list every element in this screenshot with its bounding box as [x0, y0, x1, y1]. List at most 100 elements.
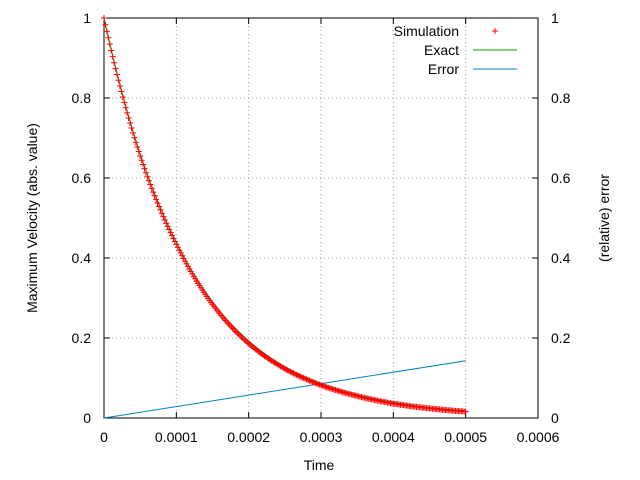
- simulation-point: [294, 372, 301, 379]
- simulation-point: [112, 65, 119, 72]
- simulation-point: [103, 28, 110, 35]
- simulation-point: [176, 247, 183, 254]
- simulation-point: [319, 382, 326, 389]
- simulation-point: [121, 99, 128, 106]
- simulation-point: [228, 323, 235, 330]
- simulation-point: [168, 232, 175, 239]
- simulation-point: [147, 181, 154, 188]
- simulation-point: [105, 34, 112, 41]
- simulation-point: [287, 368, 294, 375]
- simulation-point: [164, 223, 171, 230]
- simulation-point: [142, 169, 149, 176]
- simulation-point: [124, 109, 131, 116]
- y-tick-label: 0.6: [72, 170, 92, 186]
- grid: [104, 18, 538, 418]
- simulation-point: [231, 326, 238, 333]
- simulation-point: [108, 47, 115, 54]
- simulation-point: [296, 373, 303, 380]
- simulation-point: [297, 373, 304, 380]
- simulation-point: [312, 380, 319, 387]
- simulation-point: [309, 378, 316, 385]
- simulation-point: [235, 331, 242, 338]
- simulation-point: [144, 173, 151, 180]
- simulation-point: [184, 263, 191, 270]
- simulation-point: [118, 88, 125, 95]
- simulation-point: [186, 265, 193, 272]
- simulation-point: [174, 244, 181, 251]
- simulation-point: [125, 115, 132, 122]
- y-tick-label: 0.8: [72, 90, 92, 106]
- simulation-point: [157, 206, 164, 213]
- simulation-point: [462, 408, 469, 415]
- simulation-point: [293, 371, 300, 378]
- simulation-point: [313, 380, 320, 387]
- simulation-point: [119, 93, 126, 100]
- simulation-point: [232, 328, 239, 335]
- simulation-point: [111, 59, 118, 66]
- simulation-point: [145, 177, 152, 184]
- x-tick-label: 0.0001: [155, 429, 198, 445]
- simulation-point: [320, 383, 327, 390]
- series: [101, 15, 469, 419]
- simulation-point: [299, 374, 306, 381]
- simulation-point: [154, 199, 161, 206]
- simulation-point: [315, 381, 322, 388]
- x-tick-label: 0.0003: [300, 429, 343, 445]
- simulation-point: [226, 322, 233, 329]
- y2-tick-label: 0.2: [551, 330, 571, 346]
- simulation-point: [236, 332, 243, 339]
- simulation-point: [182, 258, 189, 265]
- simulation-point: [304, 377, 311, 384]
- simulation-point: [242, 338, 249, 345]
- x-axis-title: Time: [304, 457, 335, 473]
- simulation-point: [183, 260, 190, 267]
- simulation-point: [229, 325, 236, 332]
- simulation-point: [289, 369, 296, 376]
- simulation-point: [316, 381, 323, 388]
- y2-tick-label: 0.8: [551, 90, 571, 106]
- y-tick-label: 0: [83, 410, 91, 426]
- y2-tick-label: 0.4: [551, 250, 571, 266]
- simulation-point: [109, 53, 116, 60]
- x-tick-label: 0.0005: [444, 429, 487, 445]
- x-tick-label: 0.0002: [227, 429, 270, 445]
- legend-label-error: Error: [428, 61, 459, 77]
- simulation-point: [171, 238, 178, 245]
- y2-tick-label: 1: [551, 10, 559, 26]
- simulation-point: [161, 216, 168, 223]
- simulation-point: [122, 104, 129, 111]
- simulation-point: [179, 252, 186, 259]
- simulation-point: [177, 250, 184, 257]
- simulation-point: [303, 376, 310, 383]
- x-tick-label: 0.0006: [517, 429, 560, 445]
- axis-ticks: 0 0.0001 0.0002 0.0003 0.0004 0.0005 0.0006 0 0.…: [72, 10, 571, 445]
- simulation-point: [114, 71, 121, 78]
- simulation-point: [234, 329, 241, 336]
- simulation-point: [166, 226, 173, 233]
- simulation-point: [173, 241, 180, 248]
- series-error-line: [103, 360, 466, 419]
- legend: Simulation Exact Error: [394, 23, 517, 77]
- simulation-point: [241, 336, 248, 343]
- y-axis-title: Maximum Velocity (abs. value): [24, 123, 40, 313]
- simulation-point: [106, 41, 113, 48]
- simulation-point: [138, 157, 145, 164]
- y2-tick-label: 0.6: [551, 170, 571, 186]
- simulation-point: [129, 129, 136, 136]
- legend-marker-simulation: [492, 28, 498, 34]
- legend-label-simulation: Simulation: [394, 23, 459, 39]
- simulation-point: [155, 203, 162, 210]
- y-tick-label: 1: [83, 10, 91, 26]
- y-tick-label: 0.4: [72, 250, 92, 266]
- y2-tick-label: 0: [551, 410, 559, 426]
- simulation-point: [115, 77, 122, 84]
- simulation-point: [167, 229, 174, 236]
- simulation-point: [163, 220, 170, 227]
- simulation-point: [160, 213, 167, 220]
- legend-label-exact: Exact: [424, 42, 459, 58]
- simulation-point: [302, 375, 309, 382]
- simulation-point: [151, 192, 158, 199]
- simulation-point: [140, 161, 147, 168]
- simulation-point: [148, 185, 155, 192]
- y2-axis-title: (relative) error: [596, 174, 612, 262]
